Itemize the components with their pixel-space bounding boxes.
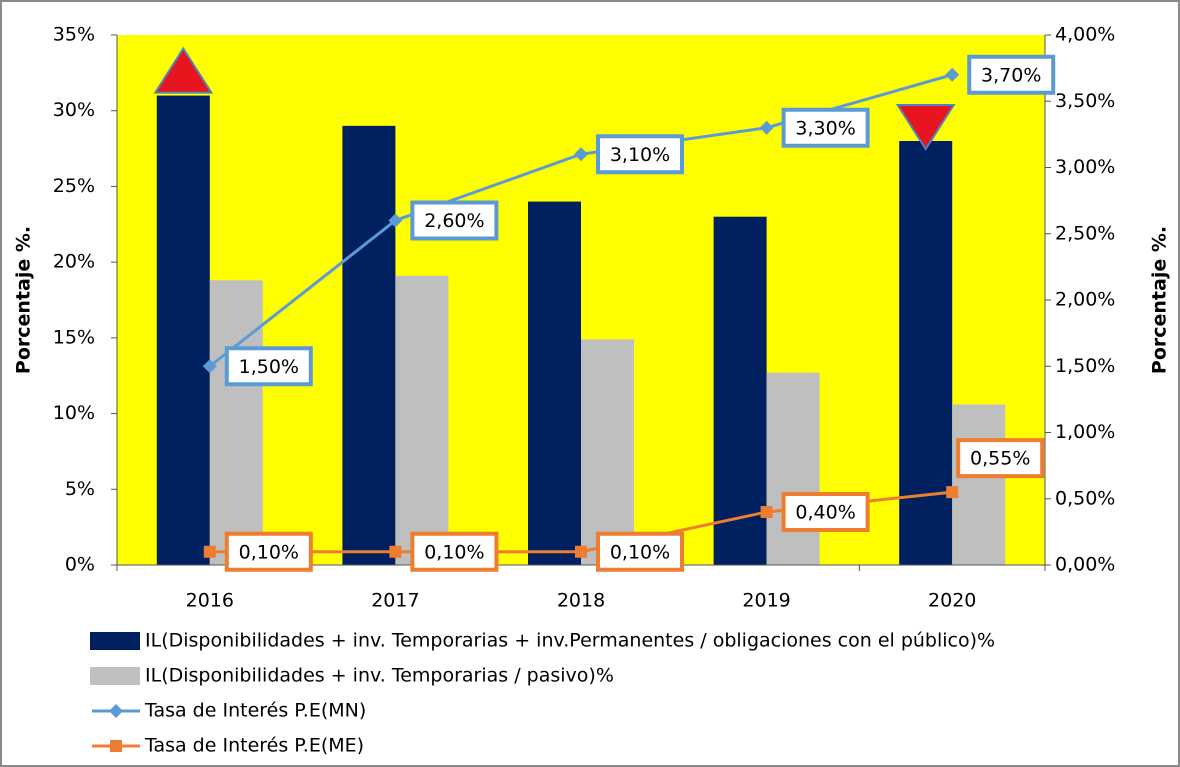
y2-tick-label: 2,00% [1055,289,1115,311]
line-marker [945,67,960,82]
bar [713,216,767,565]
y2-tick-label: 1,50% [1055,355,1115,377]
line-marker [759,120,774,135]
y2-tick-label: 0,50% [1055,487,1115,509]
line-marker [389,545,402,558]
line-marker [388,213,403,228]
x-tick-label: 2019 [742,590,790,612]
y-tick-label: 30% [53,99,95,121]
data-label-box [596,134,684,175]
y2-axis-label: Porcentaje %. [1149,226,1171,374]
data-label-box [410,531,499,572]
x-tick-label: 2018 [557,590,605,612]
x-tick-label: 2017 [371,590,419,612]
y2-tick-label: 3,00% [1055,156,1115,178]
bar [952,404,1006,565]
bar [766,372,820,565]
legend-swatch [90,667,140,685]
line-marker [946,486,959,499]
data-label: 0,55% [970,448,1030,470]
line-marker [574,147,588,162]
data-label: 1,50% [239,356,299,378]
data-label: 0,10% [239,541,299,563]
legend-marker [110,740,122,752]
y2-tick-label: 1,00% [1055,421,1115,443]
data-label-box [224,346,313,387]
data-label: 0,10% [424,541,484,563]
y-tick-label: 15% [53,326,95,348]
y2-tick-label: 4,00% [1055,24,1115,46]
data-label-box [781,492,870,532]
line-marker [575,545,587,558]
line-marker [760,506,773,518]
indicator-triangle [895,104,956,151]
y2-tick-label: 3,50% [1055,90,1115,112]
y-tick-label: 5% [65,478,95,500]
data-label-box [967,54,1056,95]
data-label-box [956,438,1045,479]
data-label-box [781,107,870,148]
bar [342,125,396,565]
data-label: 3,30% [795,117,855,139]
bar [899,141,953,565]
data-label: 0,40% [795,502,855,524]
bar [581,339,634,565]
x-tick-label: 2020 [928,590,976,612]
y2-tick-label: 0,00% [1055,554,1115,576]
legend-label: IL(Disponibilidades + inv. Temporarias +… [145,630,995,652]
data-label-box [410,200,499,241]
data-label: 3,70% [981,64,1041,86]
y-tick-label: 10% [53,402,95,424]
y-tick-label: 0% [65,554,95,576]
y2-tick-label: 2,50% [1055,222,1115,244]
y-tick-label: 35% [53,24,95,46]
data-label: 2,60% [424,210,484,232]
data-label: 0,10% [610,541,670,563]
y-tick-label: 20% [53,251,95,273]
legend-marker [109,704,123,718]
bar [528,201,581,566]
legend-label: Tasa de Interés P.E(ME) [144,735,364,757]
y-tick-label: 25% [53,175,95,197]
line-marker [202,359,217,374]
bar [209,280,263,565]
line-marker [203,545,216,558]
x-tick-label: 2016 [186,590,234,612]
legend-label: IL(Disponibilidades + inv. Temporarias /… [145,665,614,687]
data-label: 3,10% [610,144,670,166]
data-label-box [224,531,313,572]
data-label-box [596,531,684,572]
indicator-triangle [153,46,214,94]
legend-swatch [90,632,140,650]
legend-label: Tasa de Interés P.E(MN) [144,700,366,722]
bar [156,95,210,566]
y-axis-label: Porcentaje %. [13,226,35,374]
bar [395,275,449,565]
